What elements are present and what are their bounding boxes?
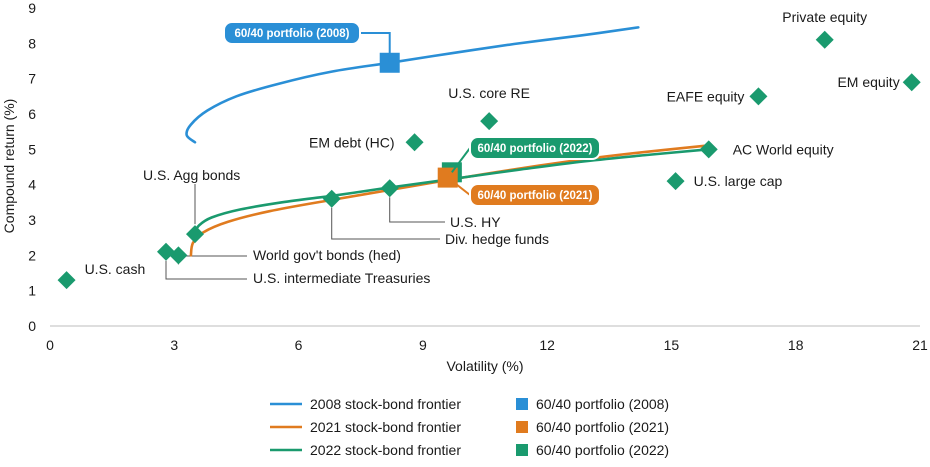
x-tick-label: 3 [170, 337, 178, 353]
asset-marker [699, 140, 718, 159]
asset-marker [902, 73, 921, 92]
y-tick-label: 4 [28, 177, 36, 193]
asset-marker [749, 87, 768, 106]
asset-label: EM equity [837, 74, 899, 90]
x-tick-label: 21 [912, 337, 928, 353]
asset-marker [666, 172, 685, 191]
asset-label: EM debt (HC) [309, 134, 395, 150]
x-tick-label: 9 [419, 337, 427, 353]
callout-label: 60/40 portfolio (2008) [234, 28, 349, 40]
asset-marker [186, 225, 204, 244]
y-tick-label: 5 [28, 141, 36, 157]
legend-label: 60/40 portfolio (2008) [536, 396, 669, 412]
x-axis-title: Volatility (%) [446, 358, 523, 374]
frontier-line [185, 26, 640, 144]
y-tick-label: 8 [28, 35, 36, 51]
leader-line [331, 207, 440, 240]
callout-connector [451, 147, 471, 173]
x-tick-label: 0 [46, 337, 54, 353]
asset-marker [405, 133, 424, 152]
asset-marker [815, 30, 834, 49]
callout-box [469, 183, 601, 207]
asset-marker [380, 179, 399, 198]
legend-label: 60/40 portfolio (2021) [536, 419, 669, 435]
x-tick-label: 18 [788, 337, 804, 353]
callout-label: 60/40 portfolio (2022) [477, 143, 592, 155]
callout-box [469, 136, 601, 160]
asset-points [57, 30, 921, 290]
asset-marker [322, 189, 341, 208]
asset-label: U.S. Agg bonds [143, 167, 240, 183]
legend-swatch-square [516, 421, 528, 433]
y-tick-label: 2 [28, 247, 36, 263]
asset-label: U.S. large cap [694, 173, 783, 189]
leader-line [165, 260, 247, 280]
legend-label: 2008 stock-bond frontier [310, 396, 461, 412]
legend-label: 60/40 portfolio (2022) [536, 442, 669, 458]
asset-label: AC World equity [733, 141, 834, 157]
asset-labels: U.S. cash U.S. intermediate Treasuries Wor… [85, 9, 900, 286]
legend: 2008 stock-bond frontier 60/40 portfolio … [270, 396, 669, 458]
asset-marker [57, 271, 76, 290]
callout-connector [447, 176, 471, 196]
asset-label: U.S. core RE [448, 85, 530, 101]
leader-line [389, 197, 445, 223]
asset-label: World gov't bonds (hed) [253, 247, 401, 263]
callout-box [223, 21, 361, 45]
y-tick-label: 7 [28, 71, 36, 87]
asset-label: Div. hedge funds [445, 231, 549, 247]
y-tick-label: 9 [28, 0, 36, 16]
asset-label: U.S. cash [85, 261, 146, 277]
leader-line [177, 255, 247, 265]
asset-marker [169, 246, 188, 265]
asset-label: U.S. intermediate Treasuries [253, 270, 430, 286]
asset-label: EAFE equity [667, 88, 745, 104]
x-tick-label: 12 [539, 337, 555, 353]
legend-label: 2022 stock-bond frontier [310, 442, 461, 458]
frontier-line [193, 148, 710, 234]
frontier-curves [185, 26, 710, 257]
x-tick-label: 6 [295, 337, 303, 353]
y-tick-label: 3 [28, 212, 36, 228]
y-tick-label: 6 [28, 106, 36, 122]
asset-label: Private equity [782, 9, 867, 25]
asset-marker [480, 112, 499, 131]
legend-swatch-square [516, 444, 528, 456]
legend-label: 2021 stock-bond frontier [310, 419, 461, 435]
callout-connector [360, 32, 391, 63]
portfolio-points [379, 52, 462, 188]
y-tick-label: 0 [28, 318, 36, 334]
asset-label: U.S. HY [450, 214, 501, 230]
y-axis-title: Compound return (%) [1, 99, 17, 234]
y-tick-label: 1 [28, 283, 36, 299]
x-tick-label: 15 [664, 337, 680, 353]
portfolio-callouts: 60/40 portfolio (2008) 60/40 portfolio (2… [223, 21, 601, 207]
legend-swatch-square [516, 398, 528, 410]
callout-label: 60/40 portfolio (2021) [477, 190, 592, 202]
